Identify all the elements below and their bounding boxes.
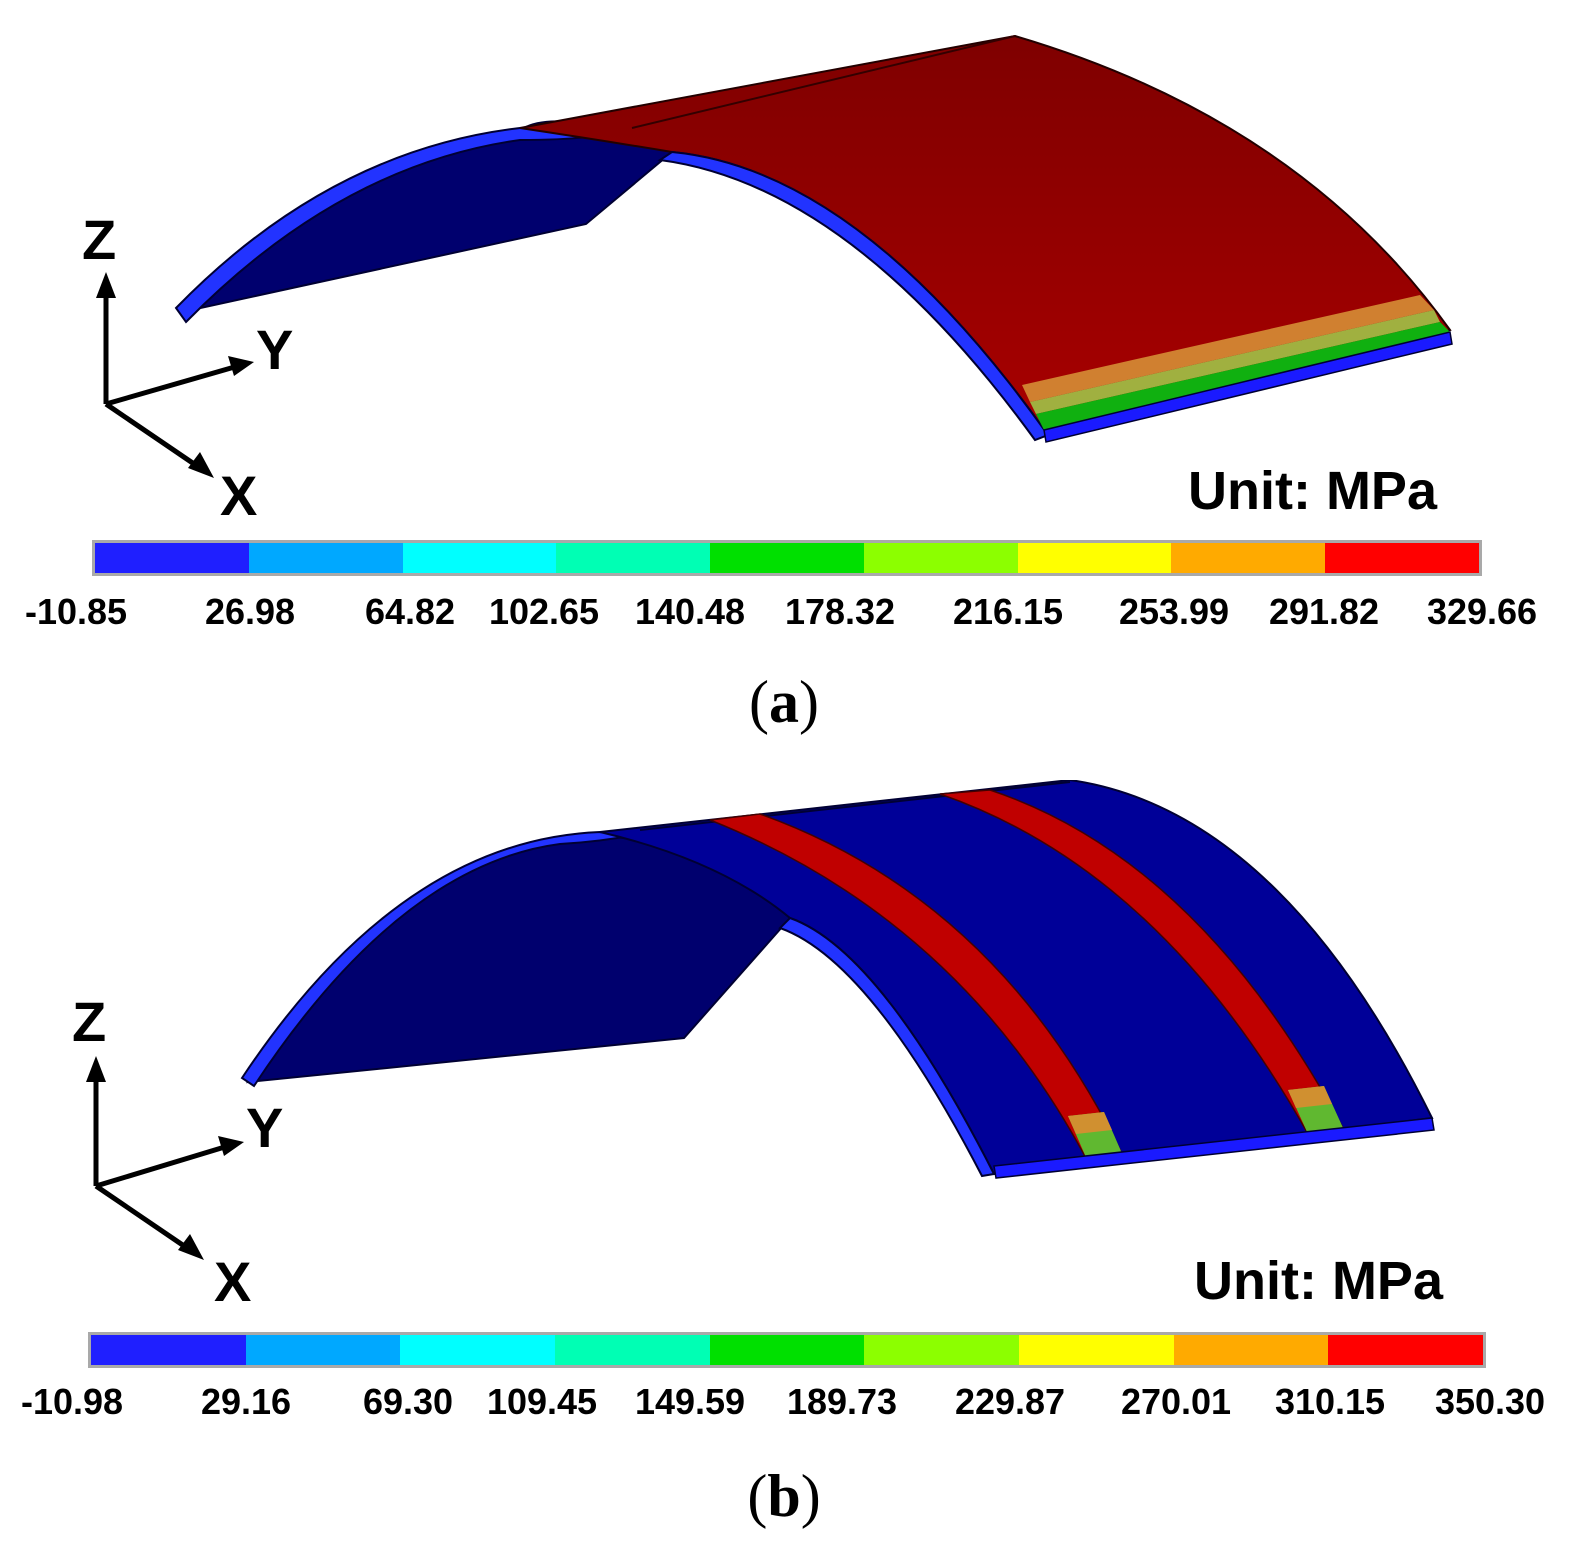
- colorbar-segment: [91, 1335, 246, 1365]
- colorbar-tick: 253.99: [1118, 591, 1230, 632]
- colorbar-tick: 329.66: [1426, 591, 1538, 632]
- panel-a: Z Y X Unit: MPa -10.85 26.98 64.82 102.6…: [24, 34, 1538, 735]
- colorbar-tick: -10.98: [20, 1381, 124, 1422]
- colorbar-segment: [245, 1335, 401, 1365]
- colorbar-segment: [555, 1335, 710, 1365]
- axis-label-y: Y: [256, 318, 294, 381]
- colorbar-tick: -10.85: [24, 591, 128, 632]
- colorbar-tick: 102.65: [488, 591, 600, 632]
- colorbar-tick: 64.82: [364, 591, 456, 632]
- stress-band-strip-2-top: [1288, 1086, 1332, 1108]
- colorbar-tick: 29.16: [200, 1381, 292, 1422]
- panel-caption: (a): [749, 669, 819, 735]
- colorbar-segment: [1019, 1335, 1174, 1365]
- panel-caption: (b): [747, 1463, 821, 1529]
- colorbar-tick: 189.73: [786, 1381, 898, 1422]
- colorbar-segment: [95, 543, 249, 573]
- seam-line: [631, 35, 1016, 129]
- stress-band-yellow: [1030, 310, 1440, 414]
- arch-end-edge-right: [657, 150, 1050, 442]
- colorbar-segment: [1173, 1335, 1329, 1365]
- colorbar-segment: [1328, 1335, 1484, 1365]
- colorbar-segment: [864, 1335, 1020, 1365]
- stress-band-orange: [1022, 295, 1434, 402]
- stress-band-green: [1036, 322, 1450, 430]
- arch-end-edge-right: [778, 916, 996, 1178]
- colorbar-segment: [710, 543, 864, 573]
- colorbar-segment: [1325, 543, 1480, 573]
- colorbar-tick: 291.82: [1268, 591, 1380, 632]
- arch-front-thickness: [993, 1117, 1435, 1179]
- colorbar-segment: [863, 543, 1018, 573]
- arch-front-thickness: [1043, 331, 1453, 443]
- axis-label-z: Z: [72, 990, 107, 1053]
- colorbar-segment: [248, 543, 403, 573]
- unit-label: Unit: MPa: [1188, 461, 1437, 521]
- colorbar-tick: 26.98: [204, 591, 296, 632]
- panel-b: Z Y X Unit: MPa -10.98 29.16 69.30 109.4…: [0, 780, 1569, 1560]
- stress-contour-model-b: [86, 780, 1435, 1260]
- seam-line: [639, 781, 1071, 831]
- colorbar-tick: 69.30: [362, 1381, 454, 1422]
- colorbar-tick: 109.45: [486, 1381, 598, 1422]
- colorbar-tick: 229.87: [954, 1381, 1066, 1422]
- colorbar-tick: 149.59: [634, 1381, 746, 1422]
- axis-label-y: Y: [246, 1096, 284, 1159]
- stress-contour-model-a: [96, 34, 1453, 478]
- colorbar-segment: [709, 1335, 865, 1365]
- axis-label-x: X: [220, 464, 258, 527]
- stress-band-strip-1-top: [1068, 1112, 1112, 1134]
- colorbar-segment: [1017, 543, 1172, 573]
- axis-label-x: X: [214, 1250, 252, 1313]
- arch-end-edge-left: [240, 830, 641, 1088]
- colorbar-tick: 350.30: [1434, 1381, 1546, 1422]
- colorbar-tick: 270.01: [1120, 1381, 1232, 1422]
- colorbar-tick: 310.15: [1274, 1381, 1386, 1422]
- colorbar-segment: [402, 543, 557, 573]
- axis-label-z: Z: [82, 208, 117, 271]
- colorbar-segment: [556, 543, 711, 573]
- unit-label: Unit: MPa: [1194, 1251, 1443, 1311]
- arch-underside: [246, 834, 792, 1084]
- colorbar: [92, 540, 1482, 576]
- colorbar: [88, 1332, 1486, 1368]
- colorbar-segment: [400, 1335, 556, 1365]
- colorbar-tick: 178.32: [784, 591, 896, 632]
- coordinate-axes: [96, 272, 254, 478]
- colorbar-segment: [1171, 543, 1326, 573]
- coordinate-axes: [86, 1056, 244, 1260]
- colorbar-tick: 216.15: [952, 591, 1064, 632]
- colorbar-tick: 140.48: [634, 591, 746, 632]
